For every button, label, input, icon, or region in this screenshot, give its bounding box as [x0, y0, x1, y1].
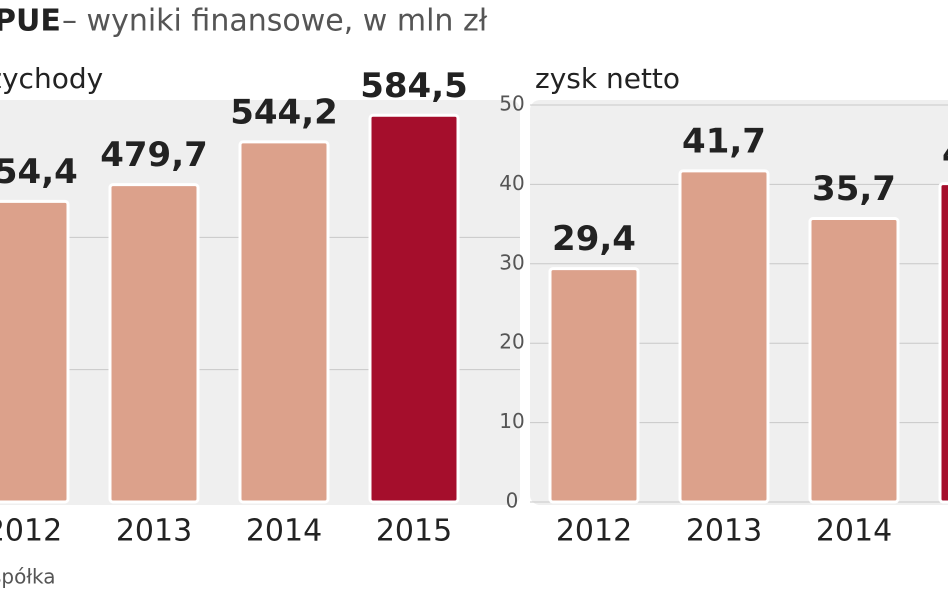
x-tick-label: 2013 — [686, 514, 762, 549]
bar — [938, 182, 948, 504]
value-label: 454,4 — [0, 152, 78, 192]
chart-title: przychody — [0, 62, 103, 95]
bar — [0, 199, 70, 504]
bar — [108, 183, 200, 504]
value-label: 40,1 — [942, 134, 948, 174]
y-tick-label: 50 — [499, 92, 524, 116]
value-label: 41,7 — [682, 121, 766, 161]
x-tick-label: 2013 — [116, 514, 192, 549]
source: spółka — [0, 565, 56, 589]
subtitle: – wyniki finansowe, w mln zł — [62, 4, 488, 39]
value-label: 544,2 — [230, 92, 338, 132]
x-tick-label: 2015 — [946, 514, 948, 549]
bar — [238, 140, 330, 504]
bar — [368, 113, 460, 504]
value-label: 584,5 — [360, 66, 468, 106]
chart-title: zysk netto — [535, 62, 680, 95]
x-tick-label: 2012 — [556, 514, 632, 549]
x-tick-label: 2012 — [0, 514, 62, 549]
y-tick-label: 40 — [499, 171, 524, 195]
y-tick-label: 0 — [506, 489, 519, 513]
title: PUE — [0, 4, 61, 39]
value-label: 35,7 — [812, 169, 896, 209]
x-tick-label: 2014 — [816, 514, 892, 549]
y-tick-label: 30 — [499, 250, 524, 274]
bar — [808, 217, 900, 504]
value-label: 29,4 — [552, 219, 636, 259]
y-tick-label: 20 — [499, 330, 524, 354]
x-tick-label: 2014 — [246, 514, 322, 549]
value-label: 479,7 — [100, 135, 208, 175]
x-tick-label: 2015 — [376, 514, 452, 549]
y-tick-label: 10 — [499, 409, 524, 433]
bar — [548, 267, 640, 504]
bar — [678, 169, 770, 504]
